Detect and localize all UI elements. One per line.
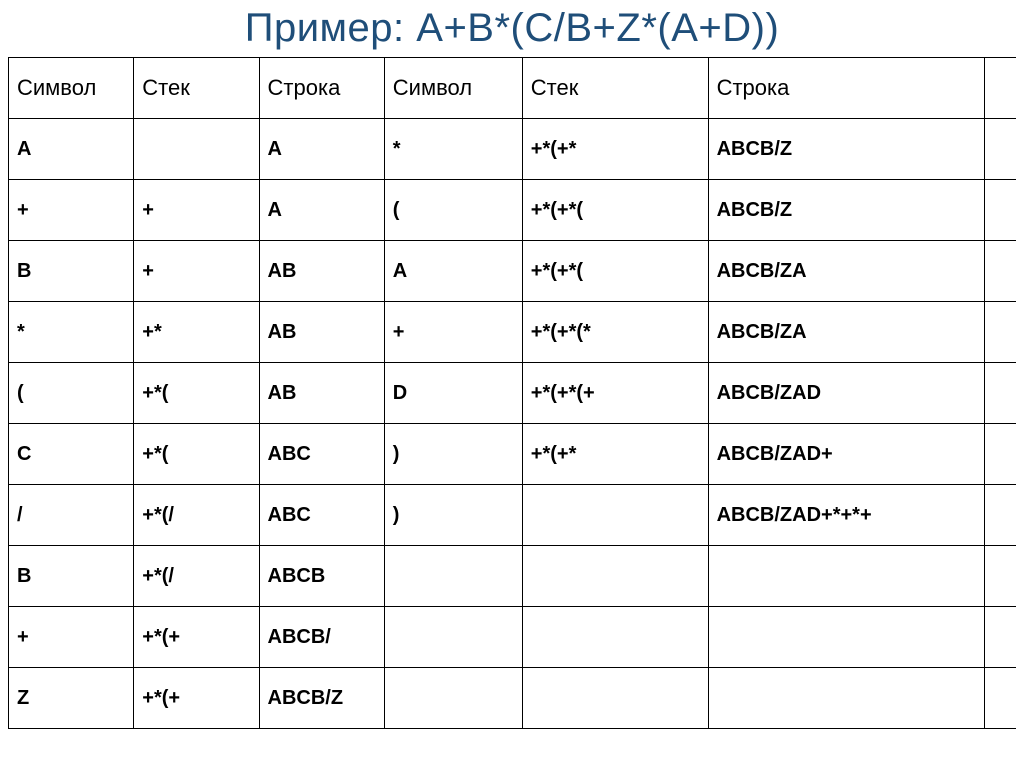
col-stack-1: Стек bbox=[134, 58, 259, 119]
cell: ABCB/ZA bbox=[708, 302, 984, 363]
col-edge bbox=[984, 58, 1016, 119]
cell: + bbox=[384, 302, 522, 363]
table-header-row: Символ Стек Строка Символ Стек Строка bbox=[9, 58, 1017, 119]
cell: ABCB/Z bbox=[708, 119, 984, 180]
cell: ABCB/ZAD+ bbox=[708, 424, 984, 485]
cell bbox=[984, 424, 1016, 485]
cell: / bbox=[9, 485, 134, 546]
cell: +*(+*(+ bbox=[522, 363, 708, 424]
cell: B bbox=[9, 546, 134, 607]
cell bbox=[134, 119, 259, 180]
cell: ABC bbox=[259, 485, 384, 546]
cell: ABCB/Z bbox=[259, 668, 384, 729]
cell: + bbox=[134, 241, 259, 302]
page-title: Пример: A+B*(C/B+Z*(A+D)) bbox=[8, 6, 1016, 51]
cell bbox=[708, 546, 984, 607]
cell: +*(/ bbox=[134, 546, 259, 607]
cell: ABCB bbox=[259, 546, 384, 607]
cell bbox=[384, 546, 522, 607]
col-string-2: Строка bbox=[708, 58, 984, 119]
col-symbol-2: Символ bbox=[384, 58, 522, 119]
cell: +*(+ bbox=[134, 668, 259, 729]
cell bbox=[984, 180, 1016, 241]
cell bbox=[522, 546, 708, 607]
table-row: + +*(+ ABCB/ bbox=[9, 607, 1017, 668]
cell: AB bbox=[259, 302, 384, 363]
col-stack-2: Стек bbox=[522, 58, 708, 119]
cell: + bbox=[9, 180, 134, 241]
col-string-1: Строка bbox=[259, 58, 384, 119]
cell: ABCB/ZAD bbox=[708, 363, 984, 424]
cell bbox=[708, 668, 984, 729]
cell: A bbox=[9, 119, 134, 180]
cell: +*(+*( bbox=[522, 241, 708, 302]
cell: C bbox=[9, 424, 134, 485]
col-symbol-1: Символ bbox=[9, 58, 134, 119]
cell: +*(+*( bbox=[522, 180, 708, 241]
cell: ) bbox=[384, 485, 522, 546]
cell: A bbox=[259, 119, 384, 180]
cell: B bbox=[9, 241, 134, 302]
cell bbox=[984, 363, 1016, 424]
cell: ABCB/ZAD+*+*+ bbox=[708, 485, 984, 546]
cell bbox=[384, 668, 522, 729]
algorithm-table: Символ Стек Строка Символ Стек Строка A … bbox=[8, 57, 1016, 729]
cell: Z bbox=[9, 668, 134, 729]
cell: ) bbox=[384, 424, 522, 485]
cell: D bbox=[384, 363, 522, 424]
cell: +*(/ bbox=[134, 485, 259, 546]
cell bbox=[522, 668, 708, 729]
cell: AB bbox=[259, 241, 384, 302]
cell: ( bbox=[384, 180, 522, 241]
cell bbox=[984, 546, 1016, 607]
cell: ABCB/Z bbox=[708, 180, 984, 241]
cell: +*( bbox=[134, 424, 259, 485]
cell: AB bbox=[259, 363, 384, 424]
cell: ( bbox=[9, 363, 134, 424]
cell bbox=[984, 607, 1016, 668]
cell: + bbox=[134, 180, 259, 241]
cell bbox=[522, 485, 708, 546]
cell: * bbox=[9, 302, 134, 363]
table-row: ( +*( AB D +*(+*(+ ABCB/ZAD bbox=[9, 363, 1017, 424]
cell bbox=[984, 241, 1016, 302]
cell: +*(+* bbox=[522, 424, 708, 485]
table-row: C +*( ABC ) +*(+* ABCB/ZAD+ bbox=[9, 424, 1017, 485]
cell bbox=[984, 119, 1016, 180]
cell: A bbox=[384, 241, 522, 302]
cell: ABCB/ bbox=[259, 607, 384, 668]
cell bbox=[384, 607, 522, 668]
cell: +* bbox=[134, 302, 259, 363]
cell bbox=[522, 607, 708, 668]
cell: +*(+* bbox=[522, 119, 708, 180]
cell: + bbox=[9, 607, 134, 668]
table-row: B + AB A +*(+*( ABCB/ZA bbox=[9, 241, 1017, 302]
cell: * bbox=[384, 119, 522, 180]
cell: +*(+ bbox=[134, 607, 259, 668]
table-body: A A * +*(+* ABCB/Z + + A ( +*(+*( ABCB/Z… bbox=[9, 119, 1017, 729]
cell: ABC bbox=[259, 424, 384, 485]
table-row: + + A ( +*(+*( ABCB/Z bbox=[9, 180, 1017, 241]
cell bbox=[708, 607, 984, 668]
table-row: B +*(/ ABCB bbox=[9, 546, 1017, 607]
table-row: * +* AB + +*(+*(* ABCB/ZA bbox=[9, 302, 1017, 363]
cell bbox=[984, 668, 1016, 729]
table-row: Z +*(+ ABCB/Z bbox=[9, 668, 1017, 729]
cell bbox=[984, 485, 1016, 546]
table-row: / +*(/ ABC ) ABCB/ZAD+*+*+ bbox=[9, 485, 1017, 546]
cell: +*(+*(* bbox=[522, 302, 708, 363]
cell: +*( bbox=[134, 363, 259, 424]
cell bbox=[984, 302, 1016, 363]
cell: A bbox=[259, 180, 384, 241]
table-row: A A * +*(+* ABCB/Z bbox=[9, 119, 1017, 180]
cell: ABCB/ZA bbox=[708, 241, 984, 302]
